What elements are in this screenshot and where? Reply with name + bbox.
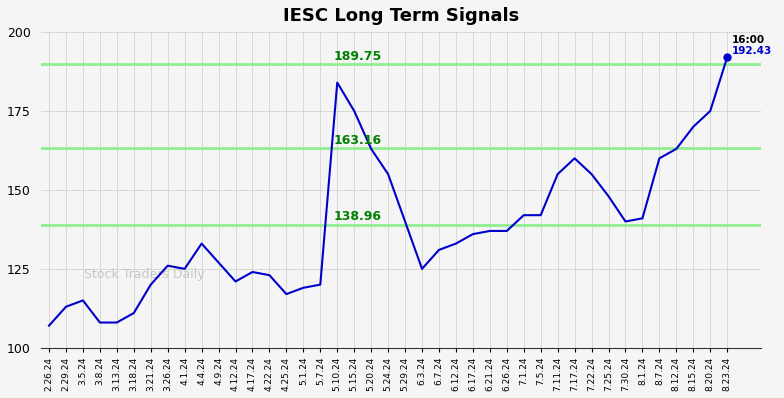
Title: IESC Long Term Signals: IESC Long Term Signals	[283, 7, 519, 25]
Text: Stock Traders Daily: Stock Traders Daily	[84, 268, 205, 281]
Text: 163.16: 163.16	[334, 134, 382, 146]
Text: 16:00: 16:00	[732, 35, 765, 45]
Text: 189.75: 189.75	[334, 50, 382, 62]
Text: 192.43: 192.43	[732, 46, 772, 56]
Text: 138.96: 138.96	[334, 210, 382, 223]
